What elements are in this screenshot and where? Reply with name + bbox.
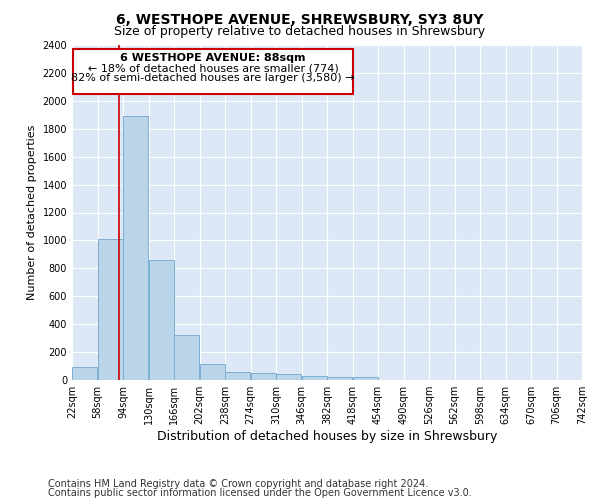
Bar [174,336,199,380]
Bar [149,260,174,380]
Text: ← 18% of detached houses are smaller (774): ← 18% of detached houses are smaller (77… [88,63,338,73]
Bar [327,377,352,380]
Bar [72,366,97,380]
Bar [302,376,327,380]
Bar [276,374,301,380]
Bar [98,239,123,380]
Text: 6 WESTHOPE AVENUE: 88sqm: 6 WESTHOPE AVENUE: 88sqm [120,54,306,64]
Text: 6, WESTHOPE AVENUE, SHREWSBURY, SY3 8UY: 6, WESTHOPE AVENUE, SHREWSBURY, SY3 8UY [116,12,484,26]
Text: Contains public sector information licensed under the Open Government Licence v3: Contains public sector information licen… [48,488,472,498]
Bar [123,116,148,380]
X-axis label: Distribution of detached houses by size in Shrewsbury: Distribution of detached houses by size … [157,430,497,443]
Bar [353,376,378,380]
Bar [251,373,276,380]
Bar [200,364,225,380]
Bar [225,372,250,380]
Text: Contains HM Land Registry data © Crown copyright and database right 2024.: Contains HM Land Registry data © Crown c… [48,479,428,489]
Text: 82% of semi-detached houses are larger (3,580) →: 82% of semi-detached houses are larger (… [71,73,355,83]
Y-axis label: Number of detached properties: Number of detached properties [27,125,37,300]
FancyBboxPatch shape [73,49,353,94]
Text: Size of property relative to detached houses in Shrewsbury: Size of property relative to detached ho… [115,25,485,38]
